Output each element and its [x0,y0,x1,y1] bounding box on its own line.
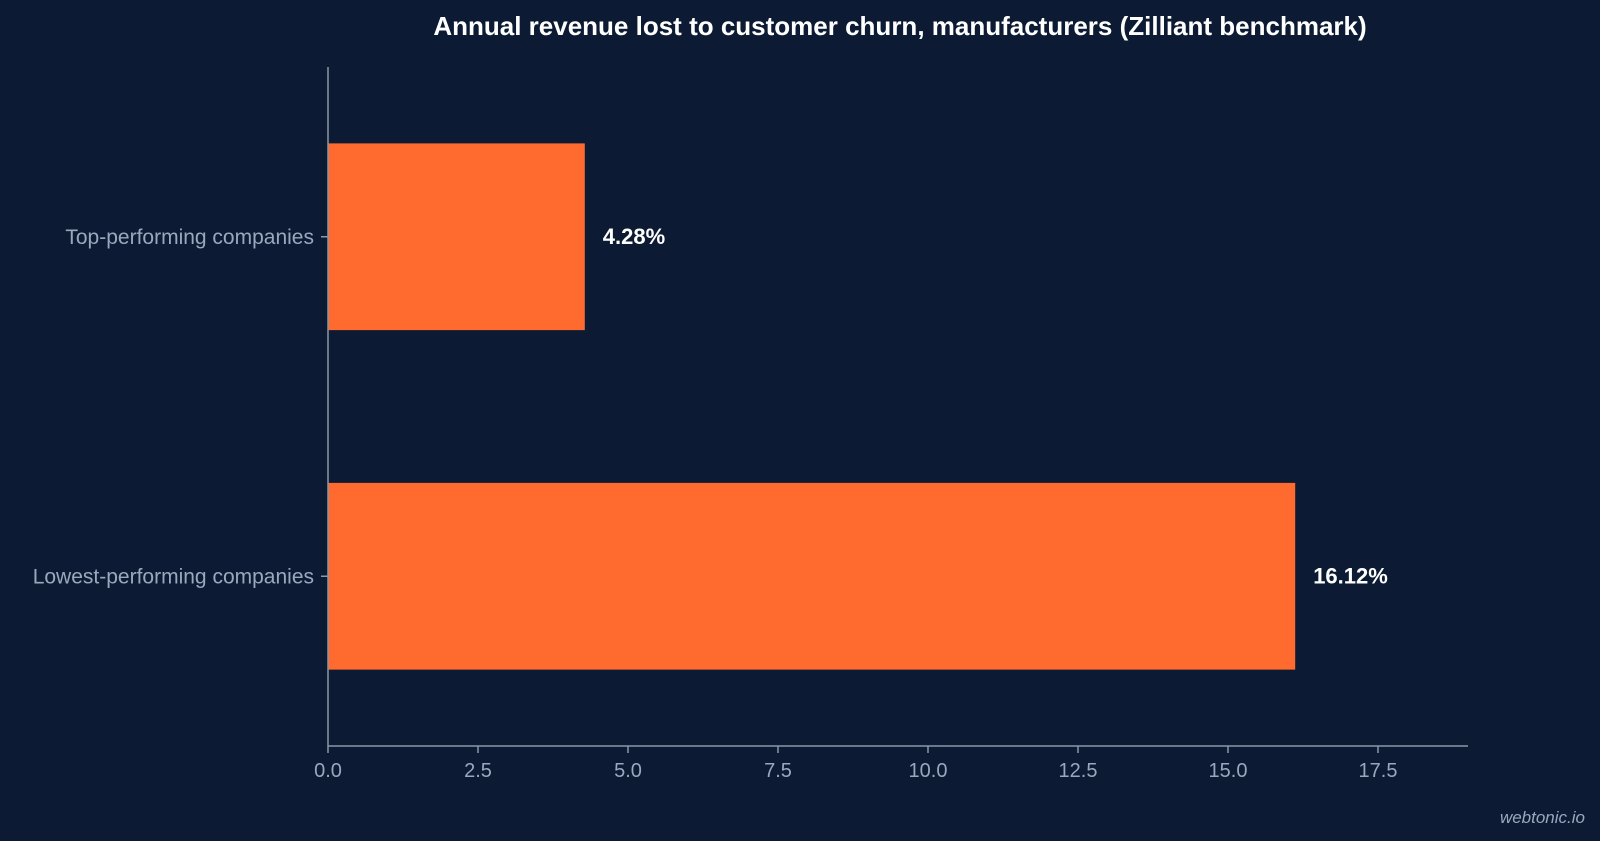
x-tick-label-5: 12.5 [1059,760,1098,782]
labels-layer: 4.28% Top-performing companies 16.12% Lowes… [33,224,1398,782]
x-tick-label-3: 7.5 [764,760,792,782]
x-tick-label-4: 10.0 [909,760,948,782]
bar-0 [328,143,585,331]
bar-1 [328,482,1296,670]
value-label-0: 4.28% [603,224,665,249]
watermark-text: webtonic.io [1500,808,1585,827]
value-label-1: 16.12% [1313,563,1388,588]
bars-layer [328,143,1296,670]
x-tick-label-2: 5.0 [614,760,642,782]
axes-layer [321,67,1468,753]
category-label-1: Lowest-performing companies [33,565,314,588]
chart-title: Annual revenue lost to customer churn, m… [433,11,1366,41]
x-tick-label-1: 2.5 [464,760,492,782]
x-tick-label-7: 17.5 [1359,760,1398,782]
category-label-0: Top-performing companies [65,226,314,249]
x-tick-label-0: 0.0 [314,760,342,782]
x-tick-label-6: 15.0 [1209,760,1248,782]
